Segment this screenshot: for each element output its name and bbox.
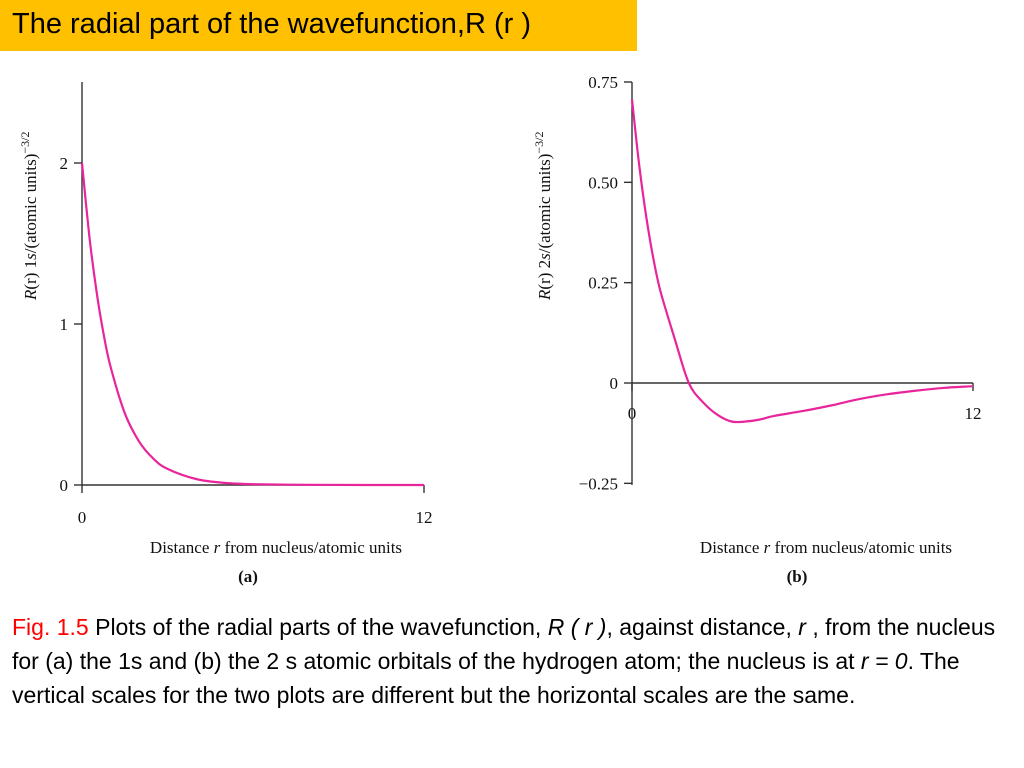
chart-a: R(r) 1s/(atomic units)−3/2 012 0 12 Dista… xyxy=(18,82,433,586)
chart-a-ylabel-italic: s xyxy=(21,253,40,260)
radial-wavefunction-charts: R(r) 1s/(atomic units)−3/2 012 0 12 Dista… xyxy=(18,73,982,586)
chart-a-ytick-label-2: 2 xyxy=(60,154,69,173)
chart-a-ytick-label-0: 0 xyxy=(60,476,69,495)
caption-text-4: . The vertical scales for the two plots … xyxy=(12,648,960,708)
chart-a-panel-label: (a) xyxy=(238,567,258,586)
chart-b-xlabel: Distance r from nucleus/atomic units xyxy=(700,538,952,557)
caption-text-2: , against distance, xyxy=(606,614,799,640)
chart-b-ylabel-main: (r) 2 xyxy=(535,260,554,290)
chart-b-panel-label: (b) xyxy=(787,567,808,586)
chart-b-xtick-label-0: 0 xyxy=(628,404,637,423)
caption-r: r xyxy=(798,614,806,640)
caption-r-of-r: R ( r ) xyxy=(547,614,607,640)
chart-b-ytick-label-0: 0.75 xyxy=(588,73,618,92)
chart-a-ylabel-rest: /(atomic units) xyxy=(21,154,40,254)
chart-b-ytick-label-1: 0.50 xyxy=(588,173,618,192)
chart-a-ylabel-sup: −3/2 xyxy=(18,132,32,154)
chart-b-ylabel-sup: −3/2 xyxy=(532,132,546,154)
chart-b-series-2s xyxy=(630,99,974,424)
caption-text-1: Plots of the radial parts of the wavefun… xyxy=(88,614,548,640)
chart-a-xtick-label-1: 12 xyxy=(416,508,433,527)
caption-figure-label: Fig. 1.5 xyxy=(12,614,89,640)
chart-a-series-1s xyxy=(80,162,424,487)
chart-b-ytick-label-2: 0.25 xyxy=(588,274,618,293)
chart-b-ytick-label-3: 0 xyxy=(610,374,619,393)
chart-a-xlabel: Distance r from nucleus/atomic units xyxy=(150,538,402,557)
figure-caption: Fig. 1.5 Plots of the radial parts of th… xyxy=(12,610,1017,712)
chart-a-ylabel: R(r) 1s/(atomic units)−3/2 xyxy=(18,132,40,301)
chart-b: R(r) 2s/(atomic units)−3/2 0.75 0.50 0.25 0… xyxy=(532,73,982,586)
chart-b-ylabel-italic: s xyxy=(535,253,554,260)
chart-a-ytick-label-1: 1 xyxy=(60,315,69,334)
caption-text-3: , from the nucleus for (a) the 1s and (b… xyxy=(12,614,996,674)
chart-b-ylabel-rest: /(atomic units) xyxy=(535,154,554,254)
chart-b-ylabel: R(r) 2s/(atomic units)−3/2 xyxy=(532,132,554,301)
chart-a-ylabel-main: (r) 1 xyxy=(21,260,40,290)
chart-b-ytick-label-4: −0.25 xyxy=(579,474,618,493)
slide-title: The radial part of the wavefunction,R (r… xyxy=(0,0,637,51)
chart-b-xtick-label-1: 12 xyxy=(965,404,982,423)
caption-r-zero: r = 0 xyxy=(860,648,908,674)
chart-a-xtick-label-0: 0 xyxy=(78,508,87,527)
